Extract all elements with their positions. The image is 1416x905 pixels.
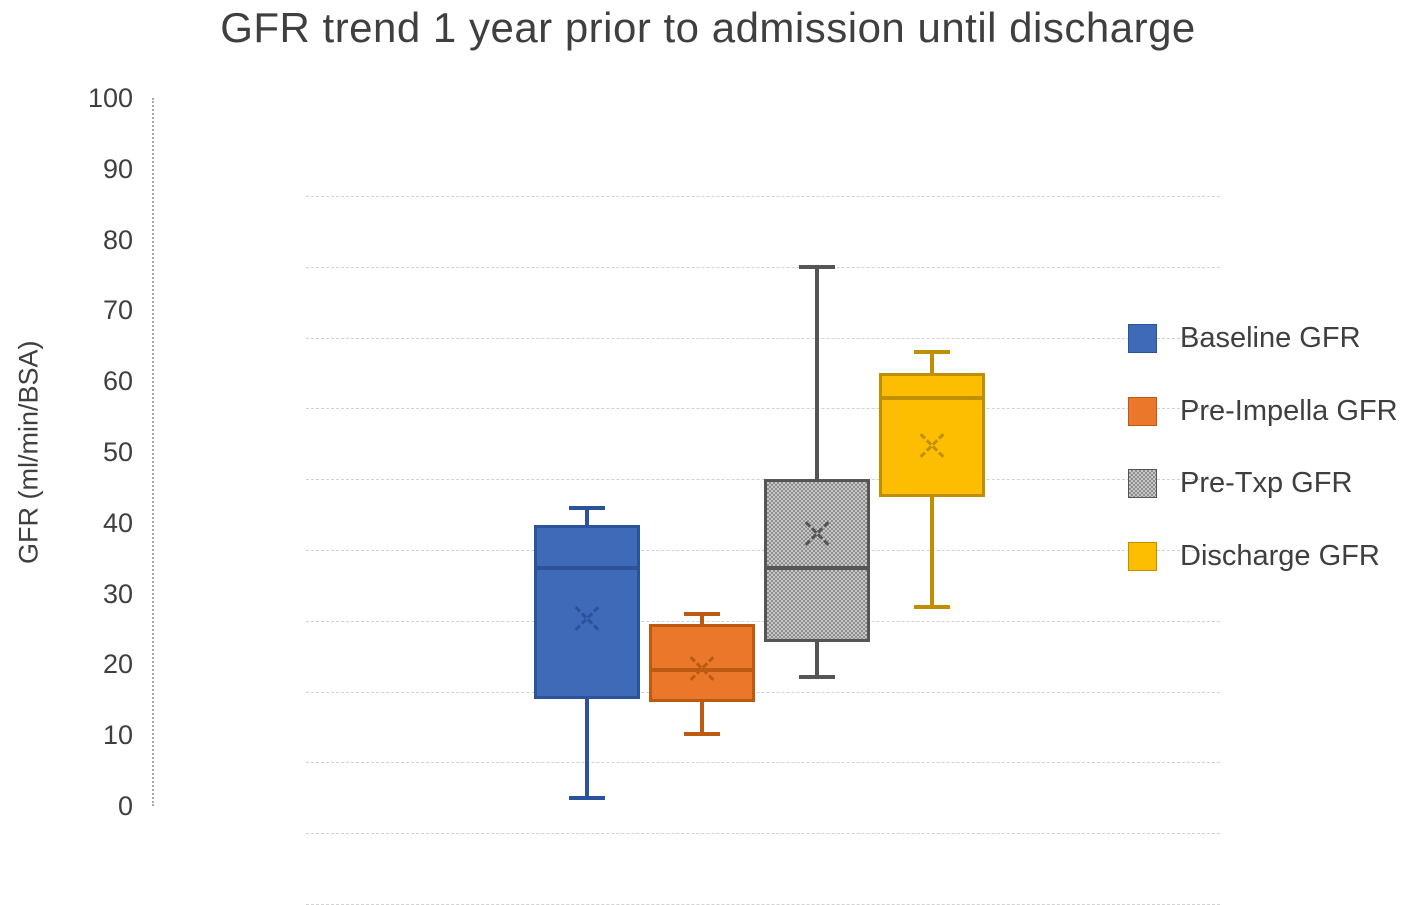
gridline <box>306 479 1220 480</box>
legend-label: Pre-Impella GFR <box>1180 395 1398 428</box>
boxplot-chart: GFR trend 1 year prior to admission unti… <box>0 0 1416 827</box>
legend-swatch <box>1128 397 1157 426</box>
y-tick-label: 40 <box>43 507 133 539</box>
y-tick-label: 50 <box>43 436 133 468</box>
legend-swatch <box>1128 324 1157 353</box>
legend-label: Discharge GFR <box>1180 540 1380 573</box>
mean-x-marker <box>802 517 832 547</box>
legend-label: Pre-Txp GFR <box>1180 467 1352 500</box>
chart-title: GFR trend 1 year prior to admission unti… <box>0 4 1416 52</box>
median-line <box>879 396 985 400</box>
y-tick-label: 80 <box>43 224 133 256</box>
whisker-cap-bottom <box>799 675 835 679</box>
y-tick-label: 90 <box>43 153 133 185</box>
gridline <box>306 196 1220 197</box>
legend-item: Discharge GFR <box>1128 540 1380 573</box>
legend-label: Baseline GFR <box>1180 322 1361 355</box>
median-line <box>764 566 870 570</box>
legend-item: Baseline GFR <box>1128 322 1361 355</box>
gridline <box>306 833 1220 834</box>
gridline <box>306 338 1220 339</box>
gridline <box>306 692 1220 693</box>
whisker-cap-top <box>569 506 605 510</box>
y-tick-label: 10 <box>43 719 133 751</box>
mean-x-marker <box>917 429 947 459</box>
gridline <box>306 621 1220 622</box>
whisker-cap-bottom <box>569 796 605 800</box>
whisker-cap-bottom <box>914 605 950 609</box>
mean-x-marker <box>687 652 717 682</box>
whisker-cap-top <box>684 612 720 616</box>
whisker-cap-bottom <box>684 732 720 736</box>
median-line <box>534 566 640 570</box>
legend-swatch <box>1128 469 1157 498</box>
legend-item: Pre-Impella GFR <box>1128 395 1398 428</box>
gridline <box>306 762 1220 763</box>
gridline <box>306 550 1220 551</box>
legend-swatch <box>1128 542 1157 571</box>
y-tick-label: 20 <box>43 648 133 680</box>
box <box>764 479 870 642</box>
mean-x-marker <box>572 602 602 632</box>
y-tick-label: 60 <box>43 365 133 397</box>
y-tick-label: 70 <box>43 294 133 326</box>
legend-item: Pre-Txp GFR <box>1128 467 1352 500</box>
gridline <box>306 267 1220 268</box>
whisker-cap-top <box>799 265 835 269</box>
y-tick-label: 0 <box>43 790 133 822</box>
gridline <box>306 408 1220 409</box>
whisker-cap-top <box>914 350 950 354</box>
y-tick-label: 100 <box>43 82 133 114</box>
plot-area <box>153 98 1067 806</box>
y-tick-label: 30 <box>43 578 133 610</box>
